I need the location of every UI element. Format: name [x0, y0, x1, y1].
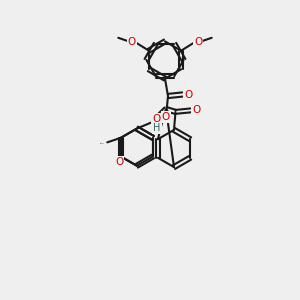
Text: O: O	[152, 114, 160, 124]
Text: O: O	[128, 37, 136, 47]
Text: O: O	[194, 37, 202, 47]
Text: H: H	[153, 123, 161, 133]
Text: O: O	[192, 105, 201, 116]
Text: O: O	[184, 89, 193, 100]
Text: O: O	[115, 157, 123, 167]
Text: methyl: methyl	[99, 143, 104, 145]
Text: O: O	[162, 112, 170, 122]
